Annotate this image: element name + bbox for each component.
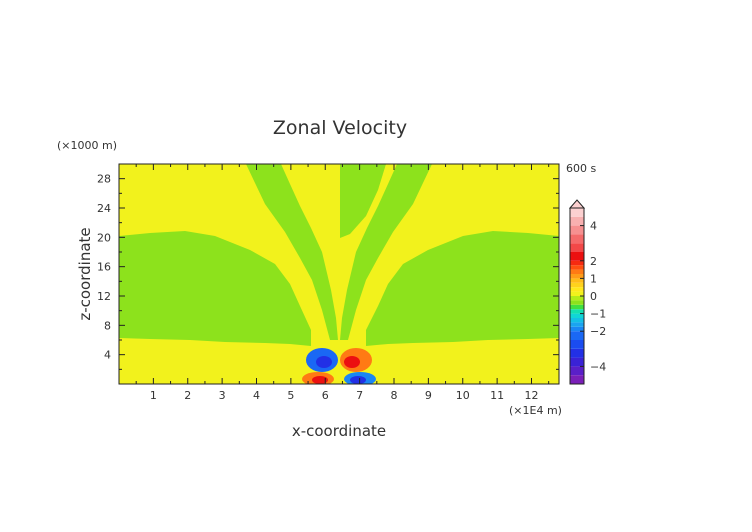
y-tick-label: 8 [104,319,111,332]
y-tick-label: 24 [97,202,111,215]
colorbar-tick-label: 2 [590,255,597,268]
x-tick-label: 8 [391,389,398,402]
lobe-positive-left-core [312,376,328,384]
field-band-negative-top-center [340,164,386,238]
lobe-positive-right-core [344,356,360,368]
plot-area [119,164,559,384]
colorbar-extend-arrow [568,199,586,209]
x-tick-label: 1 [150,389,157,402]
colorbar: 4 2 1 0 −1 −2 −4 [568,199,606,385]
colorbar-segment [570,296,584,301]
field-band-negative-left-mid [119,231,311,346]
colorbar-tick-label: −1 [590,308,606,321]
y-tick-label: 4 [104,349,111,362]
y-tick-label: 20 [97,231,111,244]
colorbar-segment [570,348,584,358]
colorbar-segment [570,208,584,217]
colorbar-tick-label: 4 [590,220,597,233]
chart-title: Zonal Velocity [273,117,407,139]
colorbar-segment [570,269,584,274]
colorbar-segment [570,357,584,367]
colorbar-segment [570,291,584,296]
x-tick-label: 5 [287,389,294,402]
colorbar-segment [570,340,584,349]
field-band-negative-right-mid [366,231,559,346]
y-axis-title: z-coordinate [76,227,94,320]
colorbar-segment [570,309,584,314]
x-tick-label: 2 [184,389,191,402]
colorbar-segment [570,252,584,261]
colorbar-segment [570,366,584,376]
x-tick-label: 7 [356,389,363,402]
colorbar-tick-label: −2 [590,325,606,338]
x-tick-label: 12 [525,389,539,402]
y-tick-label: 12 [97,290,111,303]
colorbar-segment [570,243,584,252]
field-band-negative-right-upper [340,164,432,340]
x-tick-label: 6 [322,389,329,402]
x-ticks: 1 2 3 4 5 6 7 8 9 10 11 12 [135,164,550,402]
y-tick-label: 28 [97,173,111,186]
colorbar-segment [570,234,584,244]
colorbar-segment [570,331,584,340]
lobe-negative-right-core [350,376,366,384]
x-unit-label: (×1E4 m) [509,404,562,417]
y-ticks: 4 8 12 16 20 24 28 [97,173,559,370]
colorbar-segment [570,375,584,384]
field-band-negative-left-upper [246,164,338,340]
lobe-negative-left-core [316,356,332,368]
colorbar-tick-label: −4 [590,360,606,373]
colorbar-tick-label: 0 [590,290,597,303]
x-tick-label: 3 [219,389,226,402]
time-label: 600 s [566,162,596,175]
colorbar-segment [570,278,584,283]
x-tick-label: 4 [253,389,260,402]
colorbar-segment [570,300,584,305]
colorbar-tick-label: 1 [590,272,597,285]
x-tick-label: 10 [456,389,470,402]
colorbar-segment [570,274,584,279]
y-unit-label: (×1000 m) [57,139,117,152]
colorbar-segment [570,265,584,270]
colorbar-segment [570,318,584,323]
colorbar-segment [570,260,584,266]
colorbar-segment [570,225,584,235]
colorbar-segment [570,322,584,327]
colorbar-segment [570,326,584,332]
colorbar-segment [570,216,584,226]
colorbar-segment [570,304,584,310]
colorbar-segment [570,287,584,292]
colorbar-segment [570,282,584,288]
x-axis-title: x-coordinate [292,422,386,440]
y-tick-label: 16 [97,261,111,274]
plot-frame [118,163,560,385]
x-tick-label: 11 [490,389,504,402]
colorbar-segment [570,313,584,318]
x-tick-label: 9 [425,389,432,402]
